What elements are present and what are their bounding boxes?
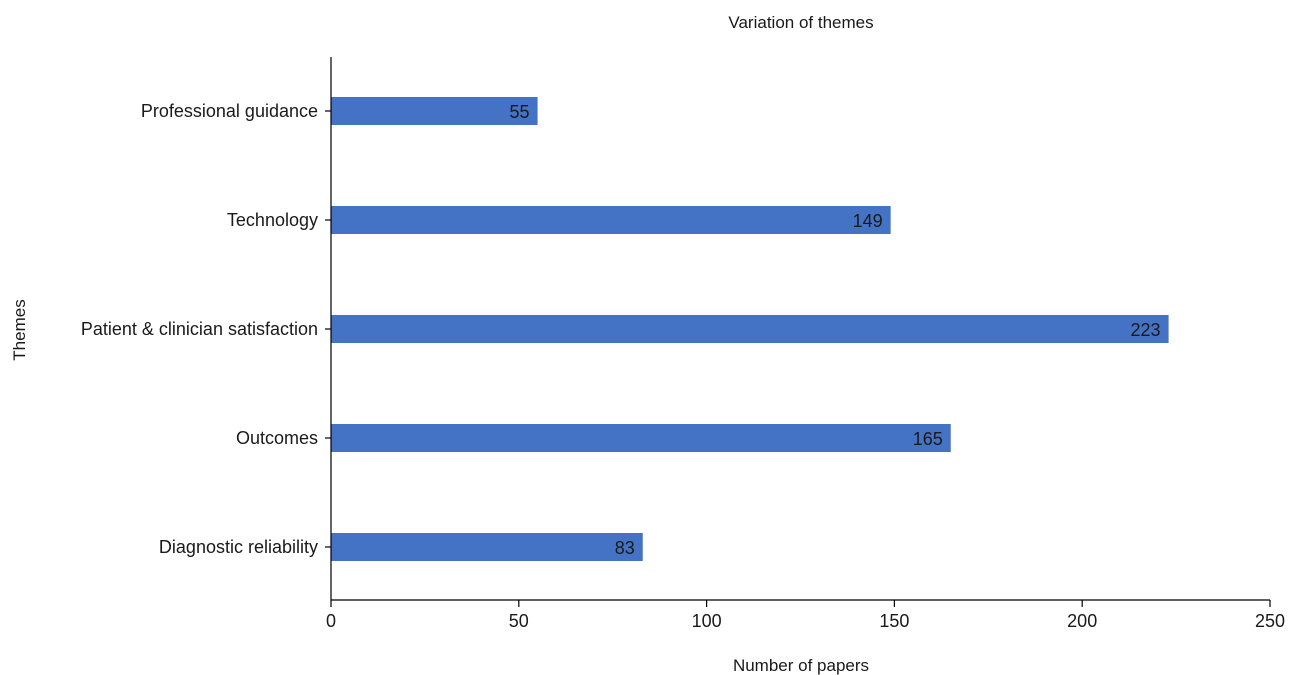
x-tick-label: 0 [326,611,336,631]
data-label: 223 [1131,320,1161,340]
bar [331,97,538,125]
plot-area: Professional guidance 55 Technology 149 Pati… [81,57,1285,631]
x-tick-label: 50 [509,611,529,631]
category-label: Professional guidance [141,101,318,121]
chart-title: Variation of themes [728,13,873,32]
x-axis-title: Number of papers [733,656,869,675]
bar [331,533,643,561]
category-label: Outcomes [236,428,318,448]
data-label: 83 [615,538,635,558]
data-label: 55 [510,102,530,122]
data-label: 149 [853,211,883,231]
x-tick-label: 250 [1255,611,1285,631]
category-label: Patient & clinician satisfaction [81,319,318,339]
data-label: 165 [913,429,943,449]
bar [331,424,951,452]
x-tick-label: 100 [692,611,722,631]
category-label: Technology [227,210,318,230]
category-label: Diagnostic reliability [159,537,318,557]
x-tick-label: 200 [1067,611,1097,631]
bar [331,315,1169,343]
bar [331,206,891,234]
x-tick-label: 150 [879,611,909,631]
y-axis-title: Themes [10,299,29,360]
